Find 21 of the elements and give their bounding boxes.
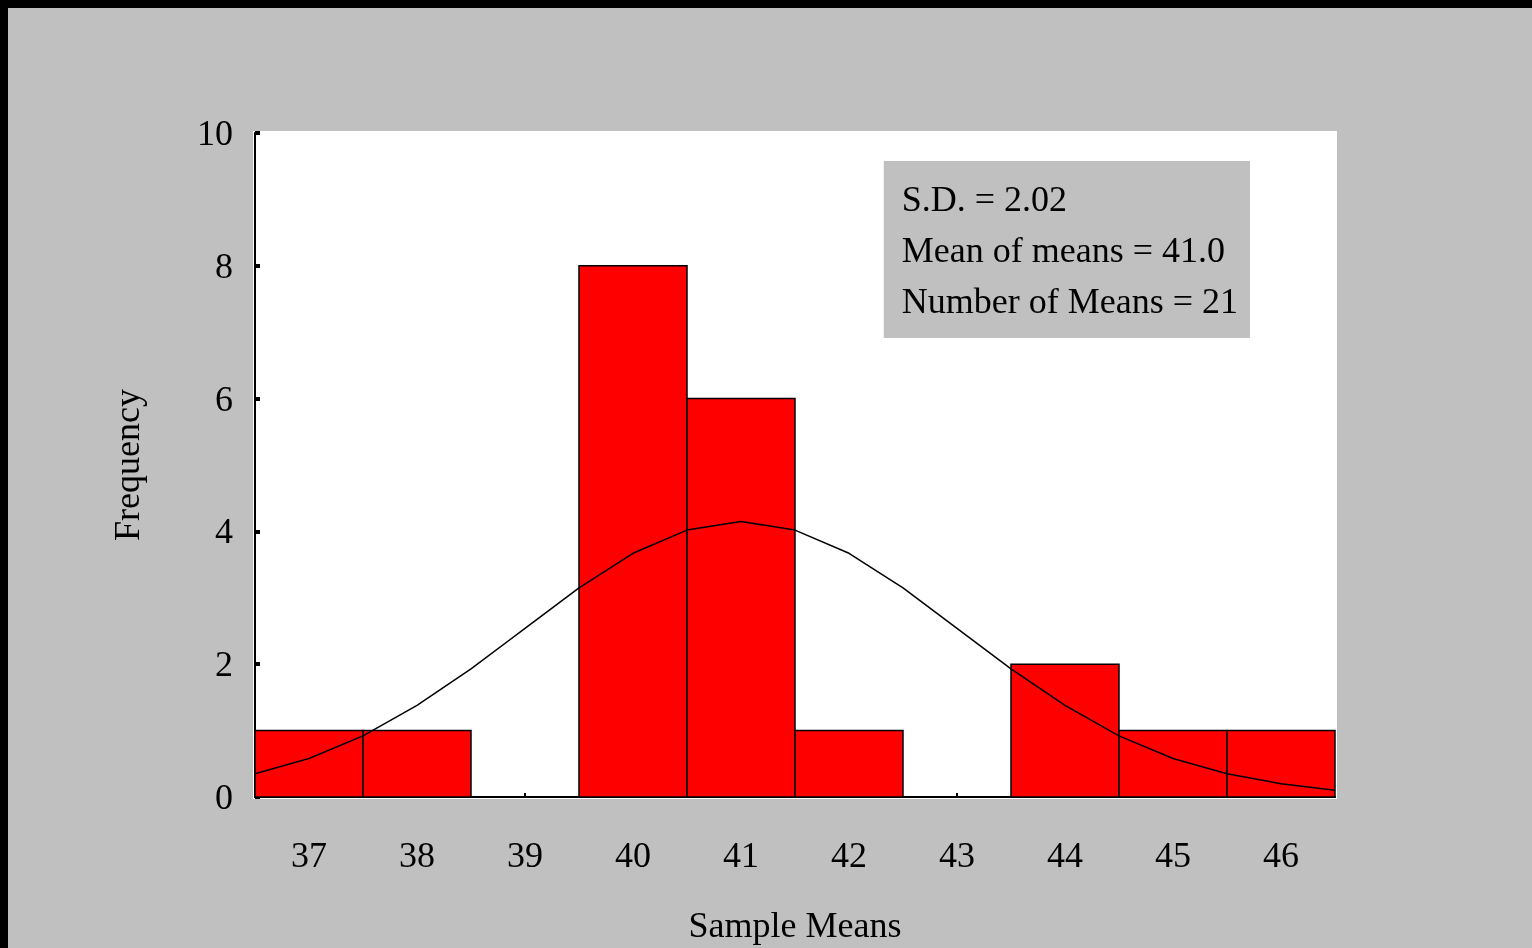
y-tick-label: 4 bbox=[215, 511, 233, 552]
y-tick-label: 2 bbox=[215, 644, 233, 685]
x-tick-label: 38 bbox=[399, 835, 435, 875]
y-tick-label: 6 bbox=[215, 378, 233, 419]
x-tick-label: 43 bbox=[939, 835, 975, 875]
annotation: Number of Means = 21 bbox=[901, 280, 1238, 321]
y-axis-title: Frequency bbox=[107, 389, 147, 541]
x-tick-label: 42 bbox=[831, 835, 867, 875]
x-tick-label: 39 bbox=[507, 835, 543, 875]
annotation: S.D. = 2.02 bbox=[901, 178, 1068, 219]
y-tick-label: 8 bbox=[215, 245, 233, 286]
x-axis-title: Sample Means bbox=[688, 905, 902, 945]
x-tick-label: 45 bbox=[1155, 835, 1191, 875]
x-tick-label: 37 bbox=[291, 835, 327, 875]
x-tick-label: 44 bbox=[1047, 835, 1083, 875]
x-tick-label: 40 bbox=[615, 835, 651, 875]
x-tick-label: 41 bbox=[723, 835, 759, 875]
y-tick-label: 10 bbox=[197, 113, 233, 153]
annotation: Mean of means = 41.0 bbox=[901, 229, 1225, 270]
y-tick-label: 0 bbox=[215, 777, 233, 817]
x-tick-label: 46 bbox=[1263, 835, 1299, 875]
